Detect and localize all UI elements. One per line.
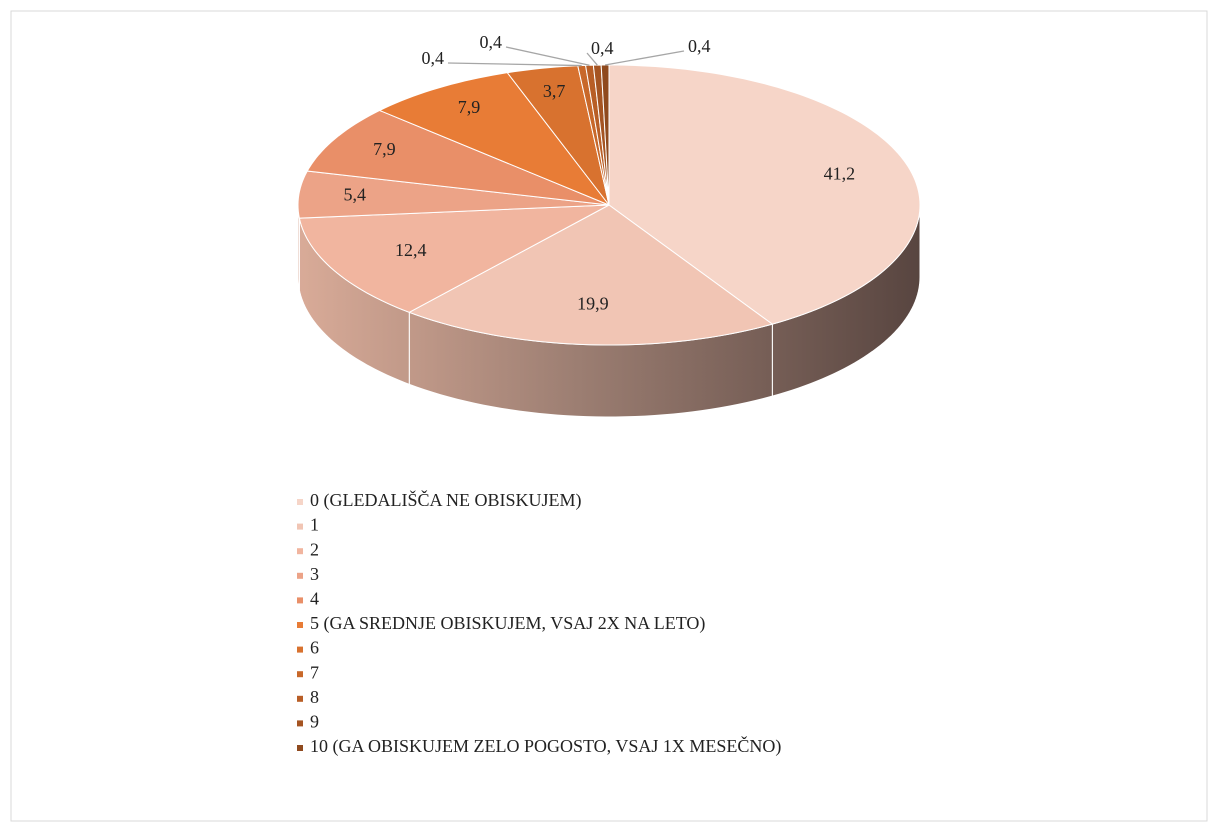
pie-slice [297,170,610,219]
legend-label: 0 (GLEDALIŠČA NE OBISKUJEM) [310,489,582,511]
pie: 41,2 19,9 12,4 5,4 7,9 7,9 3,7 0,4 0,4 0,4 0,4 [297,32,921,418]
leader-line [447,62,582,67]
legend-swatch [297,499,303,505]
data-label: 0,4 [422,48,445,68]
data-label: 3,7 [543,81,566,101]
legend-swatch [297,572,303,579]
data-label: 0,4 [591,38,614,58]
legend-label: 7 [310,662,319,682]
legend-swatch [297,548,303,555]
pie-slice [600,64,610,206]
legend-swatch [297,523,303,530]
legend-swatch [297,695,303,702]
data-label: 41,2 [824,164,856,184]
legend-label: 6 [310,638,319,658]
legend-label: 8 [310,687,319,707]
legend-swatch [297,646,303,653]
data-label: 12,4 [395,240,427,260]
leader-line [505,46,590,66]
data-label: 7,9 [373,139,396,159]
pie-slice [306,109,610,206]
leader-line [586,52,598,66]
legend-swatch [297,671,303,678]
pie-slice [408,204,774,346]
data-label: 7,9 [458,97,481,117]
legend-label: 4 [310,589,319,609]
legend-label: 9 [310,712,319,732]
pie-slice [506,65,610,206]
data-label: 5,4 [343,184,366,204]
legend-label: 3 [310,564,319,584]
pie-slice [378,72,611,207]
pie-slice [608,64,921,325]
legend-swatch [297,597,303,604]
legend-swatch [297,622,303,628]
legend-swatch [297,745,303,751]
leader-line [604,50,685,66]
legend-swatch [297,720,303,727]
legend: 0 (GLEDALIŠČA NE OBISKUJEM) 1 2 3 4 5 (GA SRE… [297,489,781,757]
legend-label: 2 [310,539,319,559]
pie-slice [298,204,610,313]
data-label: 0,4 [480,32,503,52]
data-label: 0,4 [688,36,711,56]
data-label: 19,9 [577,294,609,314]
legend-label: 10 (GA OBISKUJEM ZELO POGOSTO, VSAJ 1X M… [310,735,781,757]
legend-label: 5 (GA SREDNJE OBISKUJEM, VSAJ 2X NA LETO… [310,613,705,634]
legend-label: 1 [310,515,319,535]
